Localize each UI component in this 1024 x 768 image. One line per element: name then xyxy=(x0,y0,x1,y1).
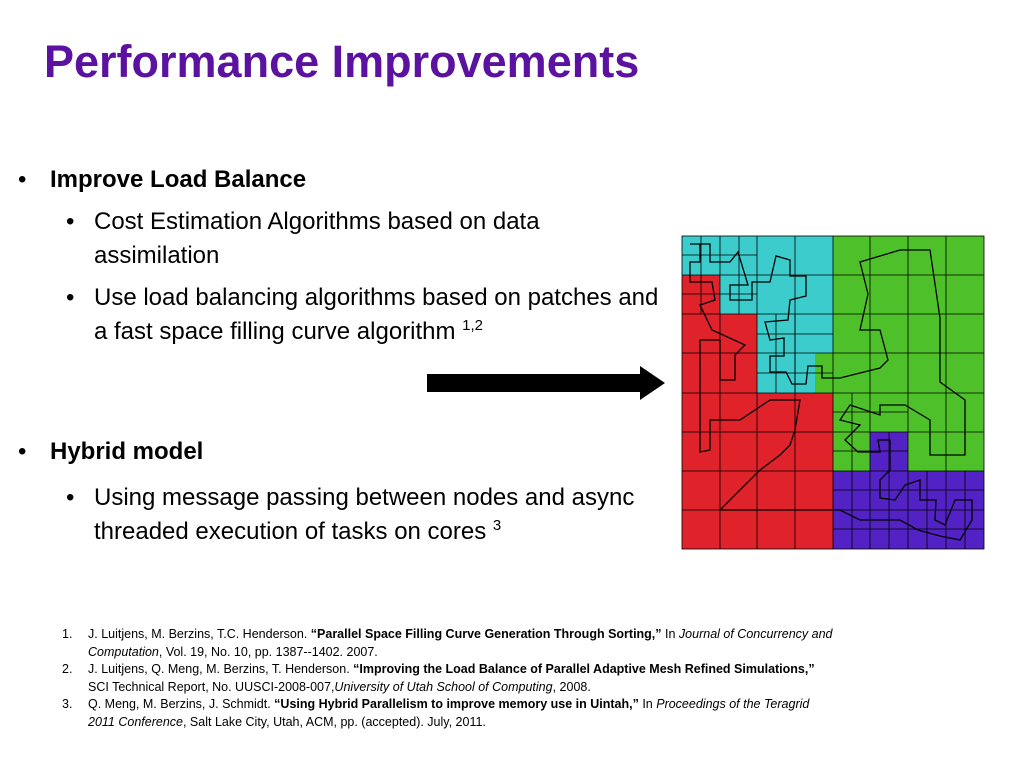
reference-part: Q. Meng, M. Berzins, J. Schmidt. xyxy=(88,697,275,711)
sub-bullet-text: Cost Estimation Algorithms based on data… xyxy=(94,208,540,269)
reference-part: “Parallel Space Filling Curve Generation… xyxy=(310,627,662,641)
reference-part: , Salt Lake City, Utah, ACM, pp. (accept… xyxy=(182,714,486,729)
grid-lines xyxy=(681,235,985,550)
bullet: Improve Load Balance xyxy=(18,166,306,194)
reference: 3. Q. Meng, M. Berzins, J. Schmidt. “Usin… xyxy=(62,696,833,731)
citation: 3 xyxy=(492,517,502,534)
sub-bullet: Use load balancing algorithms based on p… xyxy=(66,281,664,349)
reference-number: 3. xyxy=(62,697,73,711)
slide-title: Performance Improvements xyxy=(44,36,640,87)
reference-part: J. Luitjens, M. Berzins, T.C. Henderson. xyxy=(88,627,311,641)
reference-part: , 2008. xyxy=(552,679,591,694)
reference-part: Proceedings of the Teragrid 2011 Confere… xyxy=(88,697,810,729)
reference-number: 1. xyxy=(62,627,73,641)
reference-number: 2. xyxy=(62,662,73,676)
reference: 1. J. Luitjens, M. Berzins, T.C. Henderso… xyxy=(62,626,833,661)
reference-part: University of Utah School of Computing xyxy=(334,679,553,694)
space-filling-curve xyxy=(689,243,973,541)
reference-part: J. Luitjens, Q. Meng, M. Berzins, T. Hen… xyxy=(88,662,354,676)
reference: 2. J. Luitjens, Q. Meng, M. Berzins, T. H… xyxy=(62,661,833,696)
sub-bullet: Cost Estimation Algorithms based on data… xyxy=(66,205,664,273)
reference-part: “Improving the Load Balance of Parallel … xyxy=(353,662,815,676)
reference-part: SCI Technical Report, No. UUSCI-2008-007… xyxy=(88,679,335,694)
citation: 1,2 xyxy=(462,317,484,334)
sub-bullet-text: Use load balancing algorithms based on p… xyxy=(94,284,659,345)
reference-part: , Vol. 19, No. 10, pp. 1387--1402. 2007. xyxy=(158,644,378,659)
sub-bullet: Using message passing between nodes and … xyxy=(66,481,664,549)
arrow xyxy=(427,366,665,400)
bullet: Hybrid model xyxy=(18,438,203,466)
sub-bullet-text: Using message passing between nodes and … xyxy=(94,484,635,545)
reference-part: In xyxy=(638,697,657,711)
partition-grid xyxy=(682,236,984,549)
reference-part: In xyxy=(661,627,679,641)
reference-part: Journal of Concurrency and Computation xyxy=(88,627,833,659)
reference-part: “Using Hybrid Parallelism to improve mem… xyxy=(274,697,639,711)
